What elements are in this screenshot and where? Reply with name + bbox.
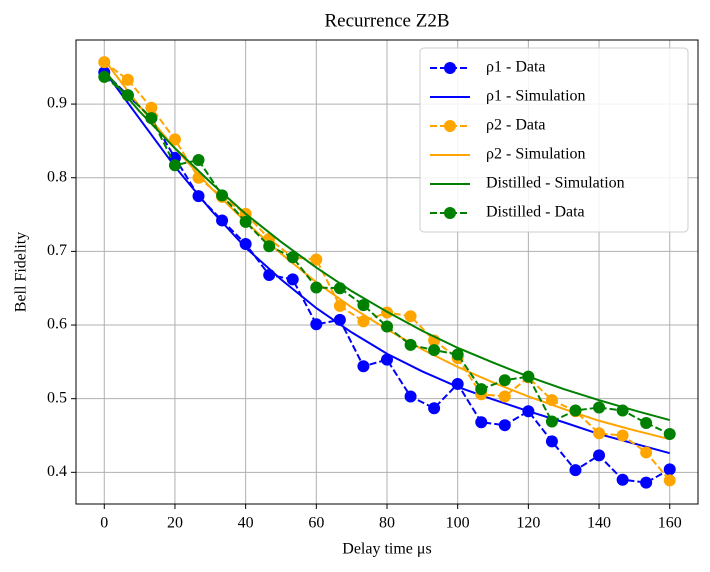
legend-label: ρ2 - Simulation xyxy=(486,146,586,163)
y-tick-label: 0.9 xyxy=(47,95,67,112)
legend: ρ1 - Data ρ1 - Simulation ρ2 - Data ρ2 - Si… xyxy=(419,47,689,233)
x-tick-label: 0 xyxy=(100,515,108,532)
data-point xyxy=(357,299,370,312)
data-point xyxy=(663,428,676,441)
data-point xyxy=(310,318,323,331)
legend-marker xyxy=(444,207,456,219)
data-point xyxy=(145,112,158,125)
data-point xyxy=(404,310,417,323)
data-point xyxy=(239,215,252,228)
data-point xyxy=(663,474,676,487)
data-point xyxy=(333,299,346,312)
data-point xyxy=(428,402,441,415)
data-point xyxy=(121,73,134,86)
x-tick-label: 100 xyxy=(446,515,470,532)
legend-label: ρ1 - Data xyxy=(486,59,546,76)
data-point xyxy=(263,240,276,253)
data-point xyxy=(381,320,393,333)
legend-label: ρ1 - Simulation xyxy=(486,88,586,105)
legend-box xyxy=(419,47,689,233)
data-point xyxy=(475,416,488,429)
x-tick-label: 160 xyxy=(658,515,682,532)
data-point xyxy=(616,404,629,417)
data-point xyxy=(593,449,606,462)
x-tick-label: 40 xyxy=(238,515,254,532)
chart-title: Recurrence Z2B xyxy=(324,10,449,31)
data-point xyxy=(569,404,582,417)
y-tick-label: 0.4 xyxy=(47,463,67,480)
data-point xyxy=(310,281,323,294)
data-point xyxy=(357,360,370,373)
data-point xyxy=(263,268,276,281)
data-point xyxy=(640,446,653,459)
data-point xyxy=(168,159,181,172)
legend-marker xyxy=(444,62,456,74)
x-tick-label: 60 xyxy=(308,515,324,532)
data-point xyxy=(333,282,346,295)
data-point xyxy=(616,429,629,442)
y-tick-label: 0.8 xyxy=(47,168,67,185)
data-point xyxy=(216,189,229,202)
data-point xyxy=(98,70,111,83)
data-point xyxy=(498,419,511,432)
data-point xyxy=(357,315,370,328)
data-point xyxy=(616,473,629,486)
series-line xyxy=(103,70,670,455)
data-point xyxy=(239,238,252,251)
data-point xyxy=(593,401,606,414)
data-point xyxy=(404,390,417,403)
x-tick-label: 20 xyxy=(167,515,183,532)
data-point xyxy=(640,476,653,489)
data-point xyxy=(498,390,511,403)
data-point xyxy=(475,383,488,396)
data-point xyxy=(192,154,205,167)
data-point xyxy=(593,427,606,440)
x-tick-label: 80 xyxy=(379,515,395,532)
x-tick-label: 120 xyxy=(516,515,540,532)
data-point xyxy=(310,253,323,266)
x-axis-label: Delay time μs xyxy=(342,541,431,558)
data-point xyxy=(286,273,299,286)
plot-frame xyxy=(75,39,699,505)
y-axis-label: Bell Fidelity xyxy=(13,232,30,312)
y-tick-label: 0.7 xyxy=(47,242,67,259)
y-tick-label: 0.5 xyxy=(47,389,67,406)
x-tick-label: 140 xyxy=(587,515,611,532)
data-point xyxy=(428,344,441,357)
data-point xyxy=(381,353,393,366)
legend-marker xyxy=(444,120,456,132)
legend-label: Distilled - Simulation xyxy=(486,175,625,192)
data-point xyxy=(663,463,676,476)
series-line xyxy=(103,70,670,422)
data-point xyxy=(451,348,464,361)
data-point xyxy=(404,338,417,351)
data-point xyxy=(522,370,535,383)
data-point xyxy=(286,251,299,264)
data-point xyxy=(640,416,653,429)
data-point xyxy=(168,133,181,146)
y-tick-label: 0.6 xyxy=(47,316,67,333)
legend-label: Distilled - Data xyxy=(486,204,585,221)
data-point xyxy=(545,415,558,428)
data-point xyxy=(121,89,134,102)
legend-label: ρ2 - Data xyxy=(486,117,546,134)
data-point xyxy=(545,435,558,448)
data-point xyxy=(145,101,158,114)
data-point xyxy=(498,374,511,387)
data-point xyxy=(569,464,582,477)
